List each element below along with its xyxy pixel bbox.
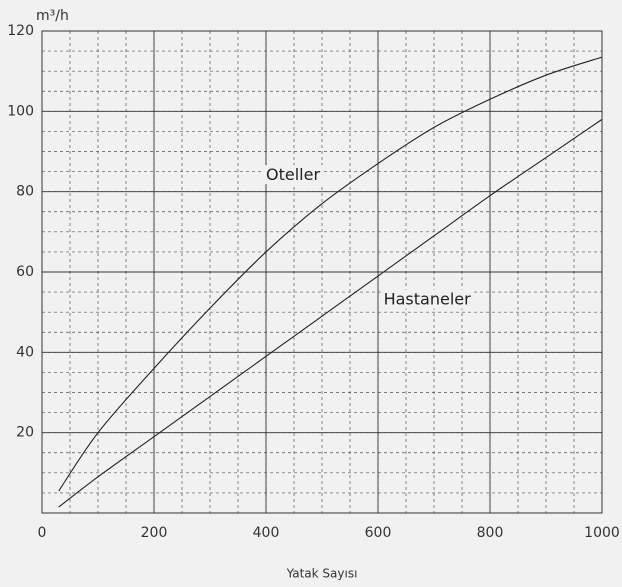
- y-tick-label: 120: [7, 23, 34, 39]
- y-tick-label: 80: [16, 184, 34, 200]
- x-tick-label: 1000: [584, 525, 620, 541]
- plot-frame: [41, 30, 603, 514]
- series-line: [58, 118, 603, 508]
- x-tick-label: 400: [253, 525, 280, 541]
- x-tick-label: 800: [477, 525, 504, 541]
- x-tick-label: 200: [141, 525, 168, 541]
- y-tick-label: 40: [16, 344, 34, 360]
- x-tick-label: 600: [365, 525, 392, 541]
- y-axis-label: m³/h: [36, 8, 69, 24]
- series-label: Hastaneler: [384, 290, 472, 309]
- series-label: Oteller: [266, 165, 320, 184]
- y-tick-label: 20: [16, 425, 34, 441]
- y-tick-label: 60: [16, 264, 34, 280]
- series-line: [58, 56, 603, 492]
- series-label-bg: [264, 165, 323, 185]
- series-label-bg: [381, 289, 474, 309]
- x-axis-label: Yatak Sayısı: [286, 567, 358, 581]
- x-tick-label: 0: [38, 525, 47, 541]
- y-tick-label: 100: [7, 103, 34, 119]
